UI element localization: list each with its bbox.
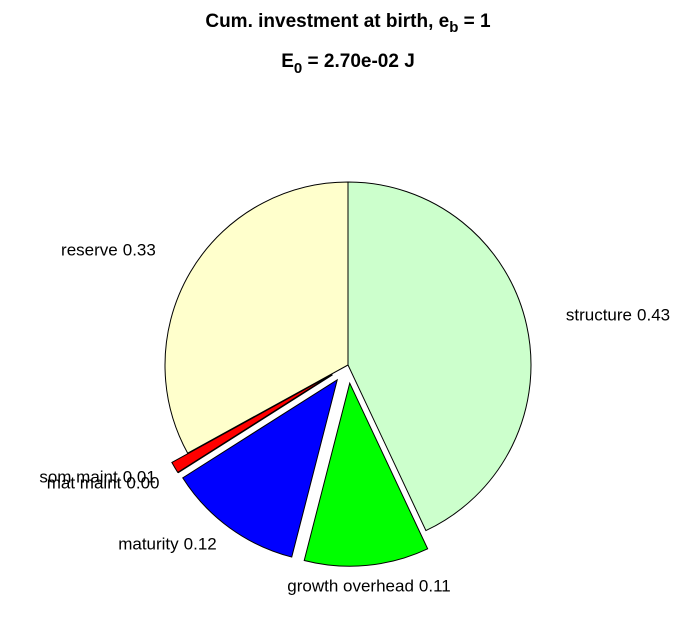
chart-title: Cum. investment at birth, eb = 1 xyxy=(205,11,491,36)
subtitle-part: E xyxy=(281,51,294,72)
pie-slice xyxy=(303,381,429,567)
slice-category: reserve xyxy=(61,241,118,260)
slice-value: 0.43 xyxy=(637,306,670,325)
slice-category: mat maint xyxy=(47,474,122,493)
slice-label: reserve 0.33 xyxy=(61,241,156,260)
slice-label: som maint 0.01 xyxy=(39,468,156,487)
slice-value: 0.33 xyxy=(123,241,156,260)
title-part: Cum. investment at birth, e xyxy=(205,11,449,32)
slice-value: 0.12 xyxy=(184,535,217,554)
slice-category: som maint xyxy=(39,468,118,487)
pie-slice xyxy=(177,374,333,474)
slice-category: growth overhead xyxy=(287,577,414,596)
slice-label: maturity 0.12 xyxy=(118,535,217,554)
title-part: = 1 xyxy=(458,11,491,32)
slice-label: structure 0.43 xyxy=(566,306,670,325)
subtitle-sub: 0 xyxy=(294,60,302,77)
slice-value: 0.01 xyxy=(123,468,156,487)
pie-slice xyxy=(347,181,532,532)
pie-slice xyxy=(164,181,349,454)
slice-category: structure xyxy=(566,306,632,325)
chart-subtitle: E0 = 2.70e-02 J xyxy=(281,51,415,77)
pie-slice xyxy=(171,373,333,474)
slice-label: growth overhead 0.11 xyxy=(287,577,450,596)
slice-value: 0.00 xyxy=(126,474,159,493)
title-sub: b xyxy=(449,19,458,36)
pie-slice xyxy=(182,378,339,558)
slice-value: 0.11 xyxy=(419,577,451,596)
slice-label: mat maint 0.00 xyxy=(47,474,160,493)
slice-category: maturity xyxy=(118,535,179,554)
subtitle-part: = 2.70e-02 J xyxy=(302,51,415,72)
